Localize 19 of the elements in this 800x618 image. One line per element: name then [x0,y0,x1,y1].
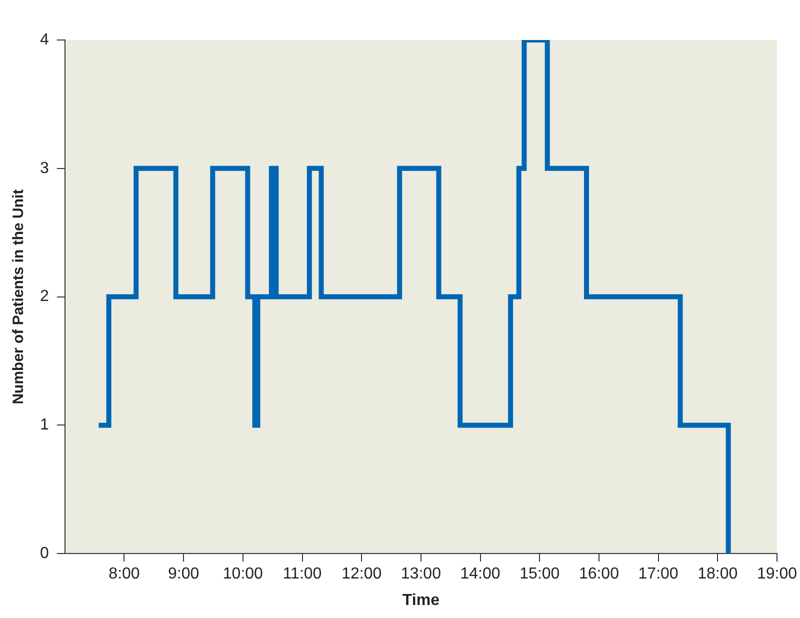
x-tick-label: 9:00 [168,566,200,583]
y-tick-label: 1 [40,416,49,434]
x-tick-label: 14:00 [460,566,500,583]
y-tick-label: 0 [40,545,49,562]
x-tick-label: 15:00 [520,566,560,583]
y-tick-label: 2 [40,288,49,306]
x-tick-label: 8:00 [108,566,140,583]
x-tick-label: 13:00 [400,566,442,583]
x-tick-label: 19:00 [756,566,798,583]
x-tick-label: 16:00 [578,566,620,583]
x-tick-label: 12:00 [342,566,382,583]
y-axis-title: Number of Patients in the Unit [10,189,28,404]
y-tick-label: 4 [40,31,49,48]
x-tick-label: 10:00 [222,566,264,583]
x-tick-label: 18:00 [698,566,738,583]
y-tick-label: 3 [40,160,49,177]
x-axis-title: Time [402,592,440,609]
x-tick-label: 17:00 [638,566,678,583]
x-tick-label: 11:00 [282,566,322,583]
